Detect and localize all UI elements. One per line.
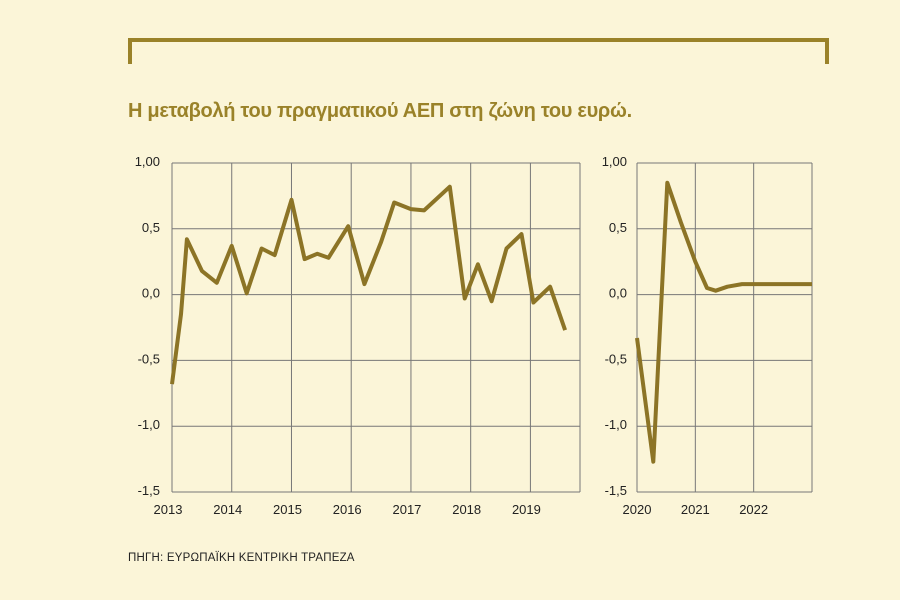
y-tick-label: 0,0 (142, 286, 160, 301)
series-line (635, 180, 812, 464)
chart-panel-2020-2022: 1,00 0,5 0,0 -0,5 -1,0 -1,5 2020 2021 2022 (602, 154, 813, 517)
x-tick-label: 2016 (333, 502, 362, 517)
y-tick-label: -1,0 (138, 417, 160, 432)
source-note: ΠΗΓΗ: ΕΥΡΩΠΑΪΚΗ ΚΕΝΤΡΙΚΗ ΤΡΑΠΕΖΑ (128, 552, 355, 564)
y-tick-label: -1,0 (605, 417, 627, 432)
x-tick-label: 2018 (452, 502, 481, 517)
x-tick-label: 2017 (392, 502, 421, 517)
header-frame (128, 38, 829, 64)
x-tick-label: 2014 (213, 502, 242, 517)
x-tick-label: 2021 (681, 502, 710, 517)
y-tick-label: 0,0 (609, 286, 627, 301)
y-tick-label: 1,00 (135, 154, 160, 169)
y-tick-label: -0,5 (138, 351, 160, 366)
y-tick-label: -1,5 (605, 483, 627, 498)
chart-panel-2013-2019: 1,00 0,5 0,0 -0,5 -1,0 -1,5 2013 2014 2015 2016 20… (135, 154, 581, 517)
x-tick-label: 2020 (623, 502, 652, 517)
y-tick-label: 0,5 (609, 220, 627, 235)
chart-title: Η μεταβολή του πραγματικού ΑΕΠ στη ζώνη … (128, 100, 632, 122)
x-tick-label: 2019 (512, 502, 541, 517)
x-tick-label: 2015 (273, 502, 302, 517)
y-tick-label: -1,5 (138, 483, 160, 498)
x-tick-label: 2022 (739, 502, 768, 517)
x-tick-label: 2013 (154, 502, 183, 517)
series-line (170, 184, 567, 385)
y-tick-label: 1,00 (602, 154, 627, 169)
y-tick-label: -0,5 (605, 351, 627, 366)
y-tick-label: 0,5 (142, 220, 160, 235)
